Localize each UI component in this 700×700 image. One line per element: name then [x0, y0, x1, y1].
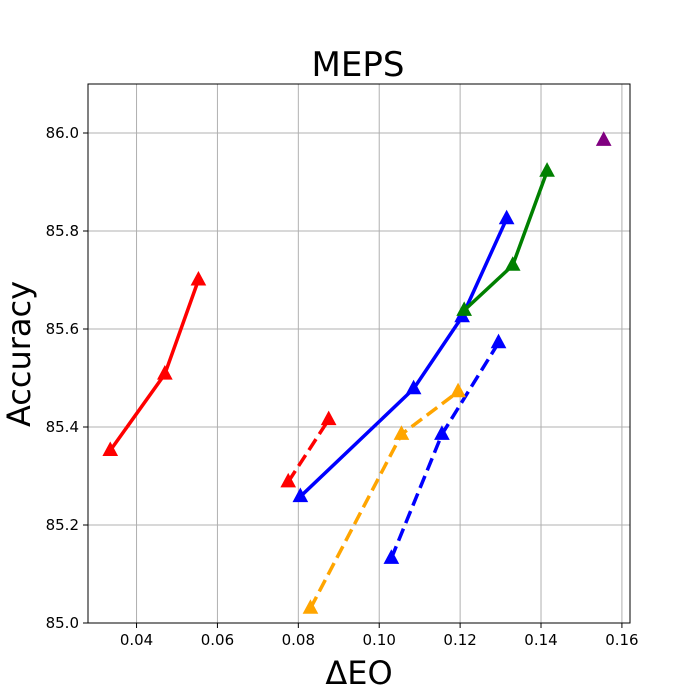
data-point-triangle [393, 425, 410, 440]
y-axis-label: Accuracy [0, 281, 38, 427]
chart-title: MEPS [312, 45, 405, 85]
y-tick-label: 85.0 [46, 614, 79, 632]
series-6 [595, 131, 612, 146]
data-point-triangle [490, 333, 507, 349]
data-point-triangle [292, 487, 309, 503]
x-tick-label: 0.08 [282, 631, 315, 649]
x-tick-label: 0.04 [120, 631, 153, 649]
data-point-triangle [383, 549, 400, 564]
y-tick-label: 85.6 [46, 320, 79, 338]
data-point-triangle [102, 441, 119, 457]
data-point-triangle [190, 270, 207, 286]
data-point-triangle [456, 301, 473, 316]
series-line [286, 418, 331, 483]
y-tick-label: 85.8 [46, 222, 79, 240]
x-tick-label: 0.10 [363, 631, 396, 649]
data-point-triangle [498, 209, 515, 225]
series-3 [383, 333, 507, 564]
grid [88, 84, 630, 624]
series-1 [280, 410, 337, 488]
y-tick-label: 86.0 [46, 124, 79, 142]
x-tick-label: 0.16 [605, 631, 638, 649]
data-point-triangle [280, 472, 297, 488]
plot-frame [87, 83, 631, 624]
x-tick-label: 0.12 [443, 631, 476, 649]
data-point-triangle [434, 425, 450, 440]
y-tick-label: 85.4 [46, 418, 79, 436]
series-5 [456, 162, 555, 316]
data-point-triangle [157, 365, 173, 380]
x-axis-label: ΔEO [325, 654, 392, 692]
series-line [299, 218, 509, 498]
data-point-triangle [450, 382, 466, 398]
series-layer [102, 131, 612, 614]
x-axis: 0.04 0.06 0.08 0.10 0.12 0.14 0.16 [120, 623, 639, 649]
series-line [108, 279, 201, 452]
x-tick-label: 0.06 [201, 631, 234, 649]
x-tick-label: 0.14 [524, 631, 557, 649]
data-point-triangle [405, 379, 422, 395]
series-4 [302, 382, 466, 614]
series-0 [102, 270, 207, 457]
data-point-triangle [302, 599, 319, 614]
series-2 [292, 209, 515, 503]
y-axis: 85.0 85.2 85.4 85.6 85.8 86.0 [46, 124, 88, 632]
series-line [462, 170, 549, 312]
data-point-triangle [539, 162, 555, 177]
data-point-triangle [504, 256, 521, 271]
series-line [389, 341, 501, 559]
data-point-triangle [595, 131, 612, 146]
y-tick-label: 85.2 [46, 516, 79, 534]
data-point-triangle [320, 410, 337, 426]
